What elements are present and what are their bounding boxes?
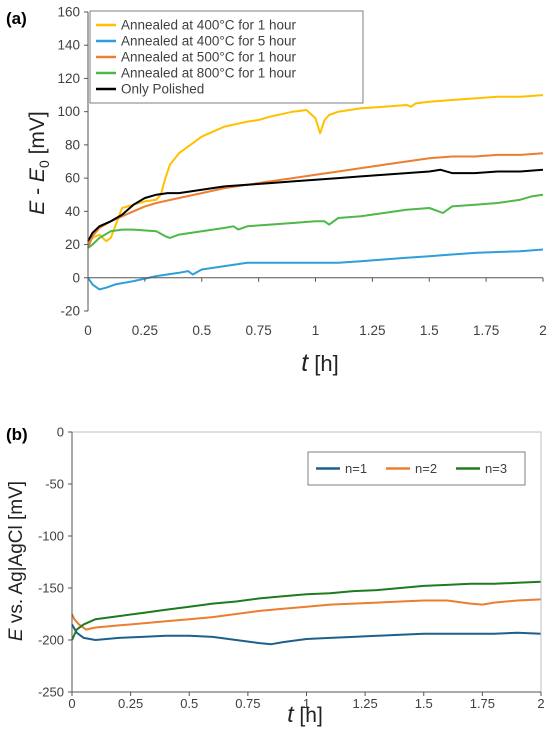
a-series-line-5 — [87, 168, 544, 242]
a-x-tick-label: 2 — [539, 323, 547, 338]
b-legend-label: n=2 — [415, 461, 437, 476]
a-y-tick-label: 140 — [57, 38, 80, 53]
b-series-line-1 — [71, 623, 542, 646]
b-x-tick-label: 0.5 — [180, 696, 198, 711]
a-y-tick-label: 40 — [65, 204, 80, 219]
a-x-tick-label: 0 — [84, 323, 92, 338]
panel-b-x-axis-label: t [h] — [287, 701, 323, 727]
a-x-tick-label: 0.5 — [192, 323, 211, 338]
b-x-tick-label: 1.25 — [352, 696, 377, 711]
a-x-tick-label: 1 — [312, 323, 320, 338]
panel-b-chart: (b) -250 -200 -150 -100 -50 0 0 0.25 0.5 0.75 1 1.2… — [6, 425, 545, 728]
b-series-line-3 — [71, 580, 542, 641]
b-x-tick-label: 2 — [537, 696, 544, 711]
a-x-tick-label: 0.75 — [245, 323, 271, 338]
panel-a-axes: -20 0 20 40 60 80 100 120 140 160 0 0.25 0.5 0.75 1 1.2… — [57, 5, 546, 339]
a-y-tick-label: 80 — [65, 137, 80, 152]
a-series-line-3 — [87, 152, 544, 249]
a-y-tick-label: -20 — [60, 304, 80, 319]
b-x-tick-label: 1.75 — [470, 696, 495, 711]
b-x-tick-label: 0 — [68, 696, 75, 711]
panel-a-label: (a) — [6, 9, 27, 28]
a-legend-label: Annealed at 400°C for 5 hour — [121, 34, 297, 49]
b-legend-label: n=1 — [345, 461, 367, 476]
a-x-tick-label: 1.75 — [473, 323, 499, 338]
b-series-line-2 — [71, 598, 542, 631]
b-x-tick-label: 0.75 — [235, 696, 260, 711]
b-y-tick-label: -100 — [38, 529, 64, 544]
panel-b-series-group — [71, 580, 542, 646]
b-x-tick-label: 0.25 — [118, 696, 143, 711]
b-x-tick-label: 1 — [303, 696, 310, 711]
panel-a-x-axis-label: t [h] — [301, 349, 339, 377]
panel-a-series-group — [87, 94, 544, 291]
a-legend-label: Only Polished — [121, 82, 204, 97]
b-y-tick-label: -250 — [38, 685, 64, 700]
b-y-tick-label: -200 — [38, 633, 64, 648]
a-legend-box — [89, 10, 364, 104]
panel-a-chart: (a) -20 0 20 40 60 80 100 120 140 160 0 0.25 0.5 0.75… — [6, 5, 547, 378]
a-x-tick-label: 1.25 — [359, 323, 385, 338]
a-y-tick-label: 100 — [57, 104, 80, 119]
panel-b-y-axis-label: E vs. Ag|AgCl [mV] — [6, 481, 27, 641]
a-legend-label: Annealed at 800°C for 1 hour — [121, 66, 297, 81]
a-y-tick-label: 120 — [57, 71, 80, 86]
a-series-line-2 — [87, 248, 544, 291]
a-series-line-4 — [87, 193, 544, 249]
a-y-tick-label: 60 — [65, 171, 80, 186]
a-legend-label: Annealed at 400°C for 1 hour — [121, 18, 297, 33]
b-y-tick-label: 0 — [57, 425, 64, 440]
panel-a-y-axis-label: E - E0 [mV] — [26, 111, 52, 215]
b-y-tick-label: -50 — [45, 477, 64, 492]
b-legend-label: n=3 — [485, 461, 507, 476]
panel-b-axes: -250 -200 -150 -100 -50 0 0 0.25 0.5 0.75 1 1.25 1.5… — [38, 425, 545, 712]
b-x-tick-label: 1.5 — [415, 696, 433, 711]
a-x-tick-label: 1.5 — [420, 323, 439, 338]
a-legend-label: Annealed at 500°C for 1 hour — [121, 50, 297, 65]
b-y-tick-label: -150 — [38, 581, 64, 596]
a-y-tick-label: 160 — [57, 5, 80, 20]
panel-b-legend: n=1 n=2 n=3 — [307, 451, 526, 486]
b-legend-box — [307, 451, 526, 486]
a-y-tick-label: 0 — [72, 270, 80, 285]
a-x-tick-label: 0.25 — [132, 323, 158, 338]
a-y-tick-label: 20 — [65, 237, 80, 252]
panel-b-label: (b) — [6, 425, 28, 444]
